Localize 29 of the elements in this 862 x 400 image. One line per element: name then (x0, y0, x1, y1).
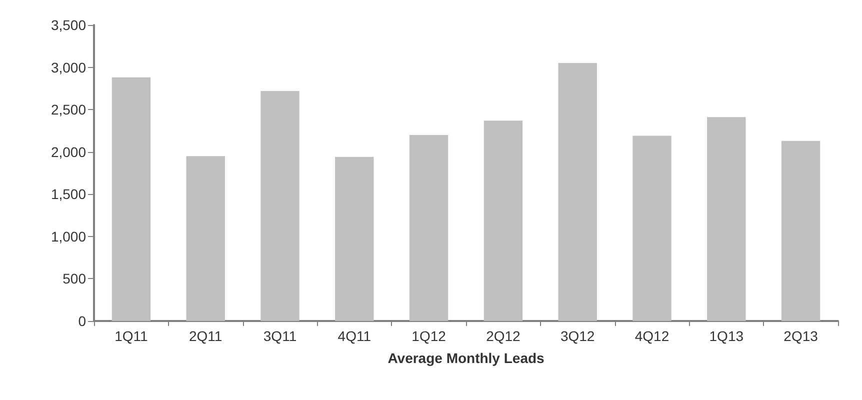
bar (186, 156, 225, 321)
x-axis-title: Average Monthly Leads (388, 350, 545, 366)
bar (632, 136, 672, 321)
y-tick-label: 2,500 (50, 102, 86, 118)
bar (484, 120, 523, 321)
x-tick-label: 1Q12 (412, 328, 446, 344)
x-tick-label: 2Q12 (486, 328, 521, 344)
bar (260, 90, 300, 321)
y-tick-label: 3,000 (50, 59, 86, 76)
x-tick-label: 4Q11 (338, 328, 372, 344)
bar (409, 134, 448, 321)
bar (112, 77, 151, 321)
y-tick-label: 2,000 (50, 144, 86, 160)
x-tick-label: 4Q12 (634, 328, 670, 344)
x-tick-label: 2Q11 (188, 328, 222, 344)
bar (558, 63, 597, 321)
y-tick-label: 1,000 (50, 228, 86, 244)
x-tick-label: 1Q13 (709, 328, 744, 344)
y-tick-label: 3,500 (50, 17, 86, 33)
x-tick-label: 3Q11 (263, 328, 297, 344)
x-tick-label: 2Q13 (784, 328, 818, 344)
x-tick-label: 3Q12 (560, 328, 595, 344)
x-tick-label: 1Q11 (114, 328, 148, 344)
y-tick-label: 1,500 (50, 186, 86, 202)
bar (335, 156, 374, 321)
y-tick-label: 0 (78, 313, 86, 329)
bar (781, 140, 820, 321)
bar (707, 117, 746, 321)
y-tick-label: 500 (62, 270, 86, 287)
